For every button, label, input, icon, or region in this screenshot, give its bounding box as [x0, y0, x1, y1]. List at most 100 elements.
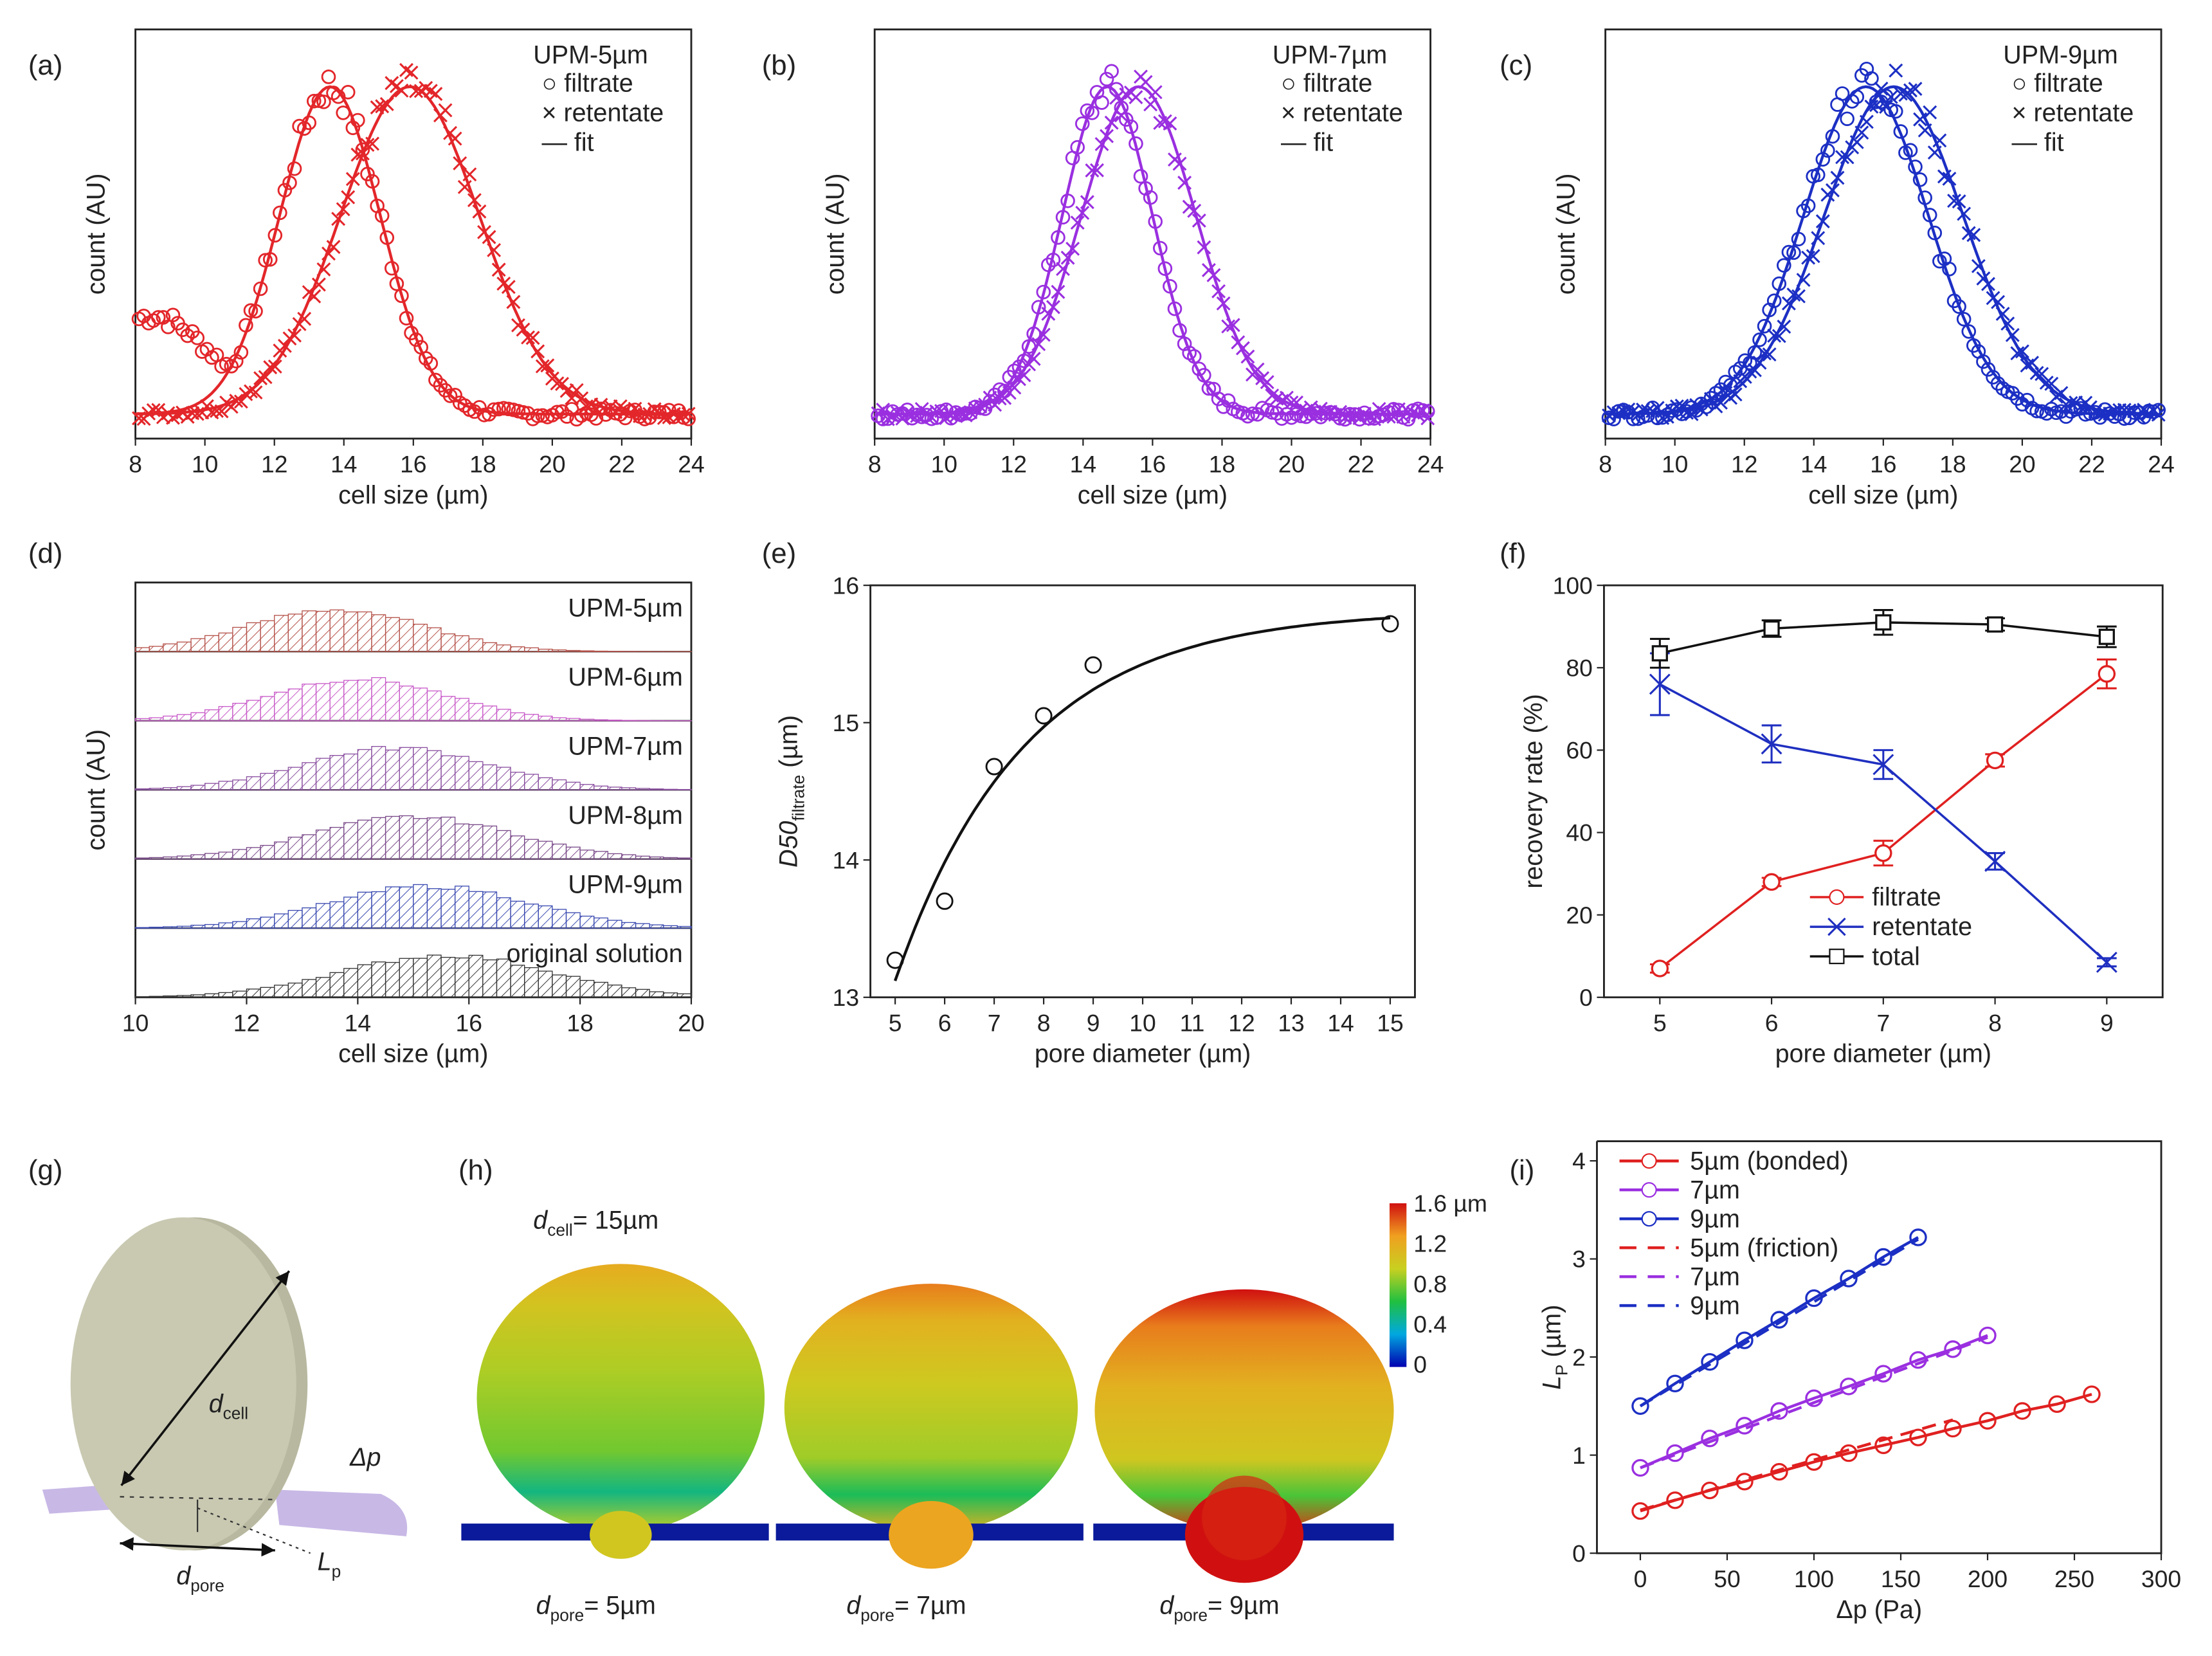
histogram-bar: [274, 770, 289, 790]
histogram-bar: [302, 762, 317, 790]
x-tick-label: 13: [1278, 1009, 1304, 1036]
data-point: [1201, 381, 1217, 396]
y-axis-label: recovery rate (%): [1519, 694, 1548, 889]
data-point: [1381, 409, 1396, 424]
data-point: [1250, 362, 1265, 377]
histogram-bar: [246, 847, 261, 860]
x-tick-label: 12: [1001, 451, 1027, 478]
histogram-bar: [260, 844, 275, 860]
data-point: [1835, 86, 1850, 101]
histogram-bar: [607, 853, 622, 860]
data-point: [433, 378, 448, 393]
y-tick-label: 80: [1566, 654, 1592, 681]
series-label: UPM-7µm: [568, 732, 682, 760]
x-tick-label: 8: [868, 451, 882, 478]
y-tick-label: 40: [1566, 819, 1592, 846]
colorbar-tick-label: 0: [1413, 1351, 1427, 1378]
histogram-bar: [274, 841, 289, 860]
data-point: [985, 758, 1003, 776]
histogram-bar: [204, 993, 219, 998]
lp-label: Lp: [318, 1547, 341, 1581]
data-point: [1770, 1402, 1788, 1420]
histogram-bar: [232, 702, 248, 722]
histogram-bar: [496, 644, 511, 652]
x-tick-label: 10: [1662, 451, 1688, 478]
fit-curve: [135, 85, 688, 416]
histogram-bar: [440, 956, 456, 998]
histogram-bar: [371, 817, 386, 860]
x-tick-label: 11: [1180, 1009, 1205, 1036]
histogram-0: UPM-5µm: [134, 594, 692, 653]
histogram-bar: [649, 924, 664, 929]
data-point: [550, 376, 565, 391]
x-tick-label: 10: [192, 451, 218, 478]
data-point: [438, 103, 453, 118]
histogram-bar: [552, 649, 567, 652]
histogram-bar: [274, 691, 289, 722]
histogram-bar: [607, 985, 622, 998]
histogram-bar: [399, 815, 414, 860]
data-point: [1979, 1326, 1997, 1345]
histogram-bar: [190, 785, 206, 790]
x-axis-label: cell size (µm): [1078, 481, 1228, 509]
series-retentate: retentate: [1649, 652, 2117, 973]
histogram-bar: [594, 719, 608, 722]
histogram-bar: [399, 886, 414, 929]
histogram-bar: [413, 958, 428, 998]
x-tick-label: 20: [2009, 451, 2035, 478]
data-point: [1762, 347, 1777, 362]
histogram-bar: [426, 888, 442, 929]
histogram-bar: [552, 843, 567, 860]
series-5: 9µm: [1619, 1238, 1919, 1408]
y-tick-label: 60: [1566, 737, 1592, 764]
histogram-bar: [246, 700, 261, 722]
data-point: [1986, 616, 2004, 633]
histogram-bar: [649, 856, 664, 860]
x-tick-label: 0: [1634, 1565, 1647, 1592]
data-point: [1879, 100, 1894, 114]
histogram-bar: [510, 772, 525, 790]
histogram-bar: [371, 677, 386, 722]
data-point: [535, 359, 550, 374]
series-line: [1639, 1236, 1919, 1408]
legend-entry: ○ filtrate: [1281, 69, 1372, 97]
histogram-bar: [594, 981, 608, 998]
data-point: [486, 402, 502, 417]
series-label: UPM-8µm: [568, 801, 682, 830]
panel-label: (h): [458, 1154, 493, 1186]
histogram-bar: [329, 972, 345, 998]
histogram-bar: [329, 755, 345, 790]
histogram-bar: [134, 927, 150, 929]
histogram-bar: [385, 617, 400, 652]
data-point: [1381, 615, 1399, 633]
series-label: UPM-5µm: [568, 594, 682, 622]
hot-spot: [1202, 1475, 1287, 1561]
cell-diameter-arrow: [120, 1270, 291, 1486]
series-retentate: [871, 69, 1435, 426]
x-tick-label: 14: [1327, 1009, 1354, 1036]
delta-p-label: Δp: [349, 1443, 381, 1471]
histogram-bar: [635, 855, 650, 860]
histogram-bar: [246, 988, 261, 998]
histogram-bar: [413, 623, 428, 652]
histogram-bar: [176, 995, 192, 998]
x-tick-label: 10: [122, 1009, 149, 1036]
x-tick-label: 6: [1765, 1009, 1779, 1036]
histogram-bar: [343, 611, 359, 652]
histogram-bar: [329, 826, 345, 860]
x-tick-label: 22: [1348, 451, 1374, 478]
data-point: [340, 85, 356, 100]
data-point: [910, 408, 925, 423]
y-label-unit: (µm): [1537, 1305, 1566, 1365]
pore-size-label: dpore= 5µm: [536, 1591, 656, 1624]
histogram-bar: [357, 749, 372, 790]
legend-title: UPM-5µm: [533, 41, 648, 69]
pore-size-label: dpore= 9µm: [1159, 1591, 1279, 1624]
data-point: [1666, 1444, 1684, 1462]
histogram-bar: [468, 954, 484, 998]
data-point: [1640, 408, 1655, 423]
histogram-4: UPM-9µm: [134, 870, 692, 929]
panel-label: (e): [762, 538, 797, 569]
histogram-bar: [357, 611, 372, 652]
histogram-bar: [163, 787, 178, 790]
